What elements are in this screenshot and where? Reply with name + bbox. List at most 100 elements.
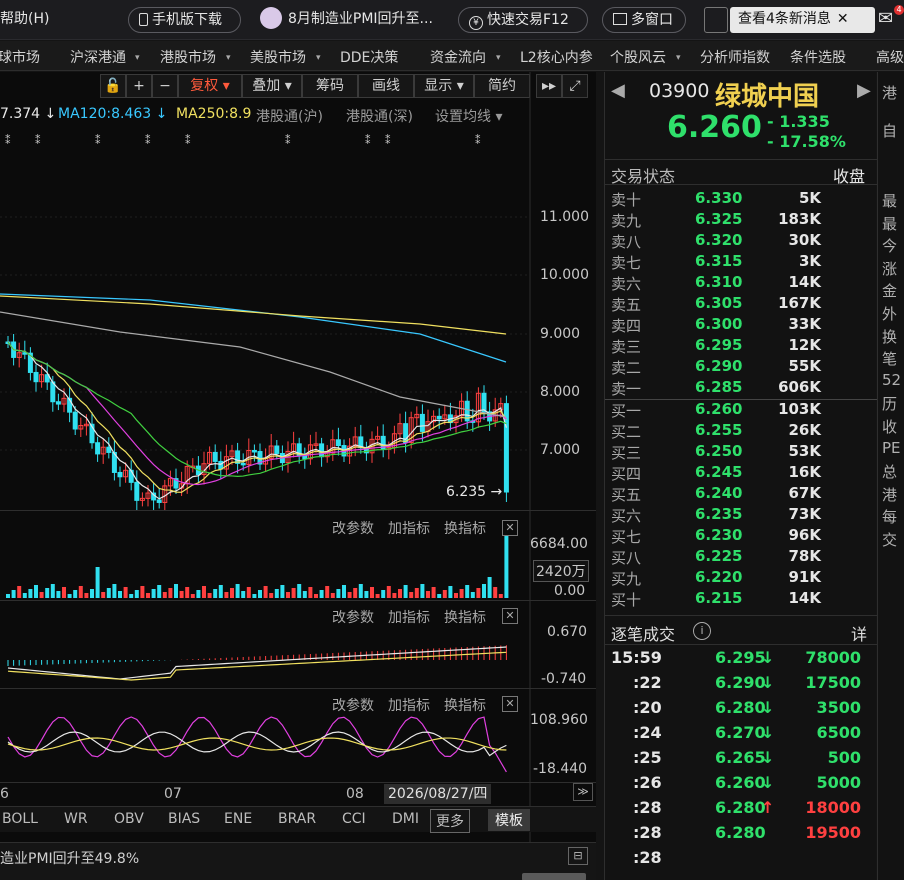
nav-item-stock-news[interactable]: 个股风云 xyxy=(610,50,666,66)
nav-item-l2[interactable]: L2核心内参 xyxy=(520,50,593,66)
tab-ene[interactable]: ENE xyxy=(224,811,253,827)
side-top-label[interactable]: 自 xyxy=(882,122,898,140)
switch-indicator-button[interactable]: 换指标 xyxy=(444,610,486,626)
nav-item-dde[interactable]: DDE决策 xyxy=(340,50,399,66)
tab-wr[interactable]: WR xyxy=(64,811,88,827)
zoom-out-icon[interactable]: − xyxy=(152,74,178,98)
add-indicator-button[interactable]: 加指标 xyxy=(388,698,430,714)
nav-item-connect[interactable]: 沪深港通 xyxy=(70,50,126,66)
ask-row[interactable]: 卖九 6.325 183K xyxy=(605,210,875,231)
headline-link[interactable]: 8月制造业PMI回升至... xyxy=(250,7,448,33)
bid-row[interactable]: 买五 6.240 67K xyxy=(605,484,875,505)
fast-forward-icon[interactable]: ▸▸ xyxy=(536,74,562,98)
close-panel-icon[interactable]: ✕ xyxy=(502,520,518,536)
multi-window-button[interactable]: 多窗口 xyxy=(602,7,686,33)
add-indicator-button[interactable]: 加指标 xyxy=(388,521,430,537)
ask-row[interactable]: 卖七 6.315 3K xyxy=(605,252,875,273)
side-top-label[interactable]: 港 xyxy=(882,84,898,102)
nav-item-flow[interactable]: 资金流向 xyxy=(430,50,486,66)
tab-bias[interactable]: BIAS xyxy=(168,811,201,827)
nav-item-analyst[interactable]: 分析师指数 xyxy=(700,50,770,66)
adjust-button[interactable]: 复权 ▾ xyxy=(178,74,242,98)
bid-row[interactable]: 买六 6.235 73K xyxy=(605,505,875,526)
bid-row[interactable]: 买七 6.230 96K xyxy=(605,526,875,547)
switch-indicator-button[interactable]: 换指标 xyxy=(444,698,486,714)
nav-item-screener[interactable]: 条件选股 xyxy=(790,50,846,66)
more-button[interactable]: 更多 xyxy=(430,809,470,833)
info-icon[interactable]: i xyxy=(693,622,711,640)
macd-line xyxy=(7,646,507,680)
tab-brar[interactable]: BRAR xyxy=(278,811,317,827)
help-menu[interactable]: 帮助(H) xyxy=(0,11,50,27)
simple-button[interactable]: 简约 xyxy=(474,74,530,98)
ask-row[interactable]: 卖十 6.330 5K xyxy=(605,189,875,210)
bid-row[interactable]: 买四 6.245 16K xyxy=(605,463,875,484)
tab-boll[interactable]: BOLL xyxy=(2,811,38,827)
nav-item-hk[interactable]: 港股市场 xyxy=(160,50,216,66)
ask-row[interactable]: 卖一 6.285 606K xyxy=(605,378,875,399)
ask-row[interactable]: 卖五 6.305 167K xyxy=(605,294,875,315)
ma-settings[interactable]: 设置均线 ▾ xyxy=(435,109,503,125)
chips-button[interactable]: 筹码 xyxy=(302,74,358,98)
tab-cci[interactable]: CCI xyxy=(342,811,366,827)
close-panel-icon[interactable]: ✕ xyxy=(502,696,518,712)
ticker-text: 造业PMI回升至49.8% xyxy=(0,851,140,867)
display-button[interactable]: 显示 ▾ xyxy=(414,74,474,98)
hk-connect-sz[interactable]: 港股通(深) xyxy=(346,109,413,125)
ticker-toggle-icon[interactable]: ⊟ xyxy=(568,847,588,865)
event-marker-icon: ⁑ xyxy=(145,134,151,147)
params-button[interactable]: 改参数 xyxy=(332,521,374,537)
candle-body xyxy=(481,392,487,413)
ticker-tab[interactable] xyxy=(522,873,586,880)
mobile-download-button[interactable]: 手机版下载 xyxy=(128,7,241,33)
overlay-button[interactable]: 叠加 ▾ xyxy=(242,74,302,98)
ask-row[interactable]: 卖三 6.295 12K xyxy=(605,336,875,357)
nav-item-us[interactable]: 美股市场 xyxy=(250,50,306,66)
bid-row[interactable]: 买十 6.215 14K xyxy=(605,589,875,610)
prev-stock-icon[interactable]: ◀ xyxy=(611,80,625,101)
add-indicator-button[interactable]: 加指标 xyxy=(388,610,430,626)
tab-obv[interactable]: OBV xyxy=(114,811,144,827)
screenshot-icon[interactable] xyxy=(704,7,728,33)
ma-line xyxy=(7,341,507,500)
news-ticker[interactable]: 造业PMI回升至49.8% ⊟ xyxy=(0,842,596,880)
nav-item-global[interactable]: 球市场 xyxy=(0,50,40,66)
nav-item-advanced[interactable]: 高级 xyxy=(876,50,904,66)
template-button[interactable]: 模板 xyxy=(488,809,530,831)
bid-row[interactable]: 买八 6.225 78K xyxy=(605,547,875,568)
lock-icon[interactable]: 🔓 xyxy=(100,74,126,98)
candle-body xyxy=(156,499,162,503)
draw-button[interactable]: 画线 xyxy=(358,74,414,98)
scroll-end-icon[interactable]: ≫ xyxy=(573,783,593,801)
quick-trade-button[interactable]: ¥ 快速交易F12 xyxy=(458,7,588,33)
volume-bar xyxy=(280,585,285,598)
bid-row[interactable]: 买九 6.220 91K xyxy=(605,568,875,589)
close-icon[interactable]: ✕ xyxy=(836,11,849,27)
volume-bar xyxy=(101,592,106,598)
zoom-in-icon[interactable]: + xyxy=(126,74,152,98)
fullscreen-icon[interactable]: ⤢ xyxy=(562,74,588,98)
switch-indicator-button[interactable]: 换指标 xyxy=(444,521,486,537)
params-button[interactable]: 改参数 xyxy=(332,610,374,626)
mail-icon[interactable]: ✉ xyxy=(878,8,894,29)
ask-row[interactable]: 卖四 6.300 33K xyxy=(605,315,875,336)
bid-row[interactable]: 买二 6.255 26K xyxy=(605,421,875,442)
ask-row[interactable]: 卖八 6.320 30K xyxy=(605,231,875,252)
bid-row[interactable]: 买一 6.260 103K xyxy=(605,400,875,421)
kline-chart-area[interactable]: 🔓 + − 复权 ▾ 叠加 ▾ 筹码 画线 显示 ▾ 简约 ▸▸ ⤢ 7.374… xyxy=(0,72,596,842)
bid-row[interactable]: 买三 6.250 53K xyxy=(605,442,875,463)
level-price: 6.285 xyxy=(695,378,743,396)
level-volume: 53K xyxy=(788,442,822,460)
price-tick: 8.000 xyxy=(540,384,581,400)
params-button[interactable]: 改参数 xyxy=(332,698,374,714)
ask-row[interactable]: 卖二 6.290 55K xyxy=(605,357,875,378)
volume-bar xyxy=(420,584,425,598)
tab-dmi[interactable]: DMI xyxy=(392,811,419,827)
next-stock-icon[interactable]: ▶ xyxy=(857,80,871,101)
ask-row[interactable]: 卖六 6.310 14K xyxy=(605,273,875,294)
news-button[interactable]: 查看4条新消息 ✕ xyxy=(730,7,875,33)
close-panel-icon[interactable]: ✕ xyxy=(502,608,518,624)
hk-connect-sh[interactable]: 港股通(沪) xyxy=(256,109,323,125)
price-tick: 9.000 xyxy=(540,326,581,342)
trades-detail-button[interactable]: 详 xyxy=(851,625,868,644)
